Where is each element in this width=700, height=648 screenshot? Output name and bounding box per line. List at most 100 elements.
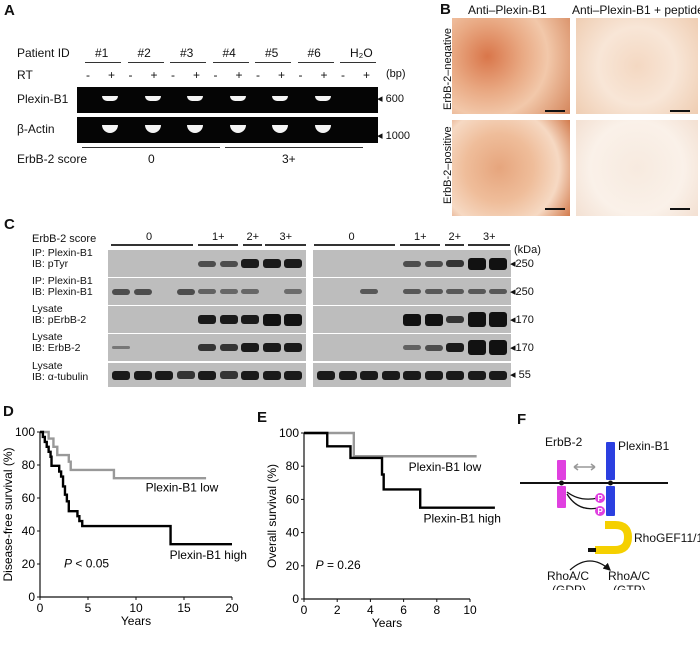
rt-minus: - bbox=[341, 68, 345, 82]
kda-marker: ◂250 bbox=[510, 257, 534, 270]
rt-plus: + bbox=[320, 68, 328, 82]
blot-band bbox=[262, 370, 281, 380]
x-tick-label: 10 bbox=[129, 601, 143, 615]
rhogef-label: RhoGEF11/12 bbox=[634, 531, 700, 545]
rt-plus: + bbox=[150, 68, 158, 82]
y-tick-label: 80 bbox=[22, 458, 36, 472]
score-0-a: 0 bbox=[148, 152, 155, 166]
blot-band bbox=[112, 288, 130, 295]
score-group-label: 1+ bbox=[414, 231, 427, 243]
blot-band bbox=[284, 313, 302, 326]
blot-band bbox=[133, 370, 152, 380]
score-group-bracket bbox=[243, 244, 262, 246]
actin-band bbox=[144, 125, 161, 133]
erbb2-score-label-a: ErbB-2 score bbox=[17, 152, 88, 166]
blot-band bbox=[284, 259, 302, 268]
score-group-bracket bbox=[111, 244, 193, 246]
x-axis-label: Years bbox=[372, 616, 402, 630]
rt-plus: + bbox=[363, 68, 371, 82]
panel-e-letter: E bbox=[257, 409, 268, 426]
blot-band bbox=[198, 343, 216, 352]
beta-actin-label: β-Actin bbox=[17, 122, 55, 136]
bp-unit-label: (bp) bbox=[386, 68, 406, 80]
scale-bar bbox=[670, 110, 690, 112]
patient-id-5: #5 bbox=[265, 46, 279, 60]
blot-band bbox=[489, 370, 507, 380]
rt-minus: - bbox=[86, 68, 90, 82]
erbb2-extracellular bbox=[557, 460, 566, 480]
blot-label-line1: Lysate bbox=[32, 303, 63, 315]
blot-band bbox=[467, 312, 486, 327]
blot-band bbox=[467, 257, 486, 270]
plexin-band bbox=[229, 96, 246, 101]
rt-plus: + bbox=[278, 68, 286, 82]
plexin-band bbox=[272, 96, 288, 101]
x-tick-label: 15 bbox=[177, 601, 191, 615]
erbb2-label: ErbB-2 bbox=[545, 435, 583, 449]
rhogef-shape bbox=[595, 521, 633, 554]
blot-row-label: IP: Plexin-B1 IB: Plexin-B1 bbox=[32, 276, 93, 298]
km-curve-low bbox=[40, 430, 207, 480]
score-group-label: 3+ bbox=[483, 231, 496, 243]
x-tick-label: 0 bbox=[37, 601, 44, 615]
patient-id-2: #2 bbox=[137, 46, 151, 60]
blot-band bbox=[241, 259, 259, 268]
blot-label-line1: IP: Plexin-B1 bbox=[32, 275, 93, 287]
y-tick-label: 80 bbox=[286, 459, 300, 473]
patient-bracket bbox=[127, 62, 164, 63]
score-group-label: 0 bbox=[348, 231, 355, 243]
blot-row-label: Lysate IB: α-tubulin bbox=[32, 361, 88, 383]
rt-minus: - bbox=[213, 68, 218, 82]
score-group-label: 1+ bbox=[212, 231, 225, 243]
blot-band bbox=[403, 313, 421, 326]
panel-b-letter: B bbox=[440, 1, 451, 18]
blot-label-line2: IB: Plexin-B1 bbox=[32, 286, 93, 298]
panel-a-letter: A bbox=[4, 2, 15, 19]
km-curve-high bbox=[304, 431, 495, 509]
blot-band bbox=[467, 340, 486, 355]
marker-1000: ◂ 1000 bbox=[377, 130, 411, 142]
blot-band bbox=[489, 340, 507, 355]
score-0-bracket-a bbox=[82, 147, 220, 148]
blot-band bbox=[241, 289, 259, 294]
blot-band bbox=[317, 370, 335, 380]
marker-600: ◂ 600 bbox=[377, 93, 404, 105]
phospho-p-icon bbox=[595, 506, 605, 516]
p-value: P < 0.05 bbox=[64, 556, 109, 570]
blot-band bbox=[381, 370, 400, 380]
rt-plus: + bbox=[193, 68, 201, 82]
actin-band bbox=[187, 125, 203, 133]
blot-label-line1: IP: Plexin-B1 bbox=[32, 247, 93, 259]
actin-band bbox=[229, 125, 246, 133]
score-group-label: 2+ bbox=[246, 231, 260, 243]
blot-band bbox=[262, 343, 281, 352]
blot-row-label: Lysate IB: pErbB-2 bbox=[32, 304, 86, 326]
x-tick-label: 20 bbox=[225, 601, 239, 615]
blot-band bbox=[446, 343, 464, 352]
blot-band bbox=[241, 370, 259, 380]
blot-label-line1: Lysate bbox=[32, 360, 63, 372]
blot-band bbox=[467, 370, 486, 380]
plexin-band bbox=[187, 96, 203, 101]
plexin-band bbox=[314, 96, 331, 101]
blot-band bbox=[360, 288, 378, 295]
rt-minus: - bbox=[128, 68, 133, 82]
legend-high: Plexin-B1 high bbox=[424, 512, 501, 526]
ihc-image-neg-peptide bbox=[576, 18, 698, 114]
blot-band bbox=[403, 288, 421, 295]
rt-minus: - bbox=[256, 68, 260, 82]
blot-band bbox=[489, 288, 507, 295]
kda-marker: ◂170 bbox=[510, 341, 534, 354]
blot-band bbox=[424, 288, 443, 295]
x-tick-label: 5 bbox=[85, 601, 92, 615]
overall-survival-chart: 0 20 40 60 80 100 0 2 4 6 8 10 Years Overall survival… bbox=[265, 426, 501, 630]
kda-unit-label: (kDa) bbox=[514, 244, 541, 256]
blot-band bbox=[219, 315, 238, 324]
blot-band bbox=[219, 371, 238, 379]
blot-band bbox=[241, 343, 259, 352]
plexin-band bbox=[144, 96, 161, 101]
plexin-label: Plexin-B1 bbox=[618, 439, 670, 453]
patient-id-4: #4 bbox=[222, 46, 236, 60]
score-group-label: 3+ bbox=[279, 231, 293, 243]
x-tick-label: 4 bbox=[367, 603, 374, 617]
